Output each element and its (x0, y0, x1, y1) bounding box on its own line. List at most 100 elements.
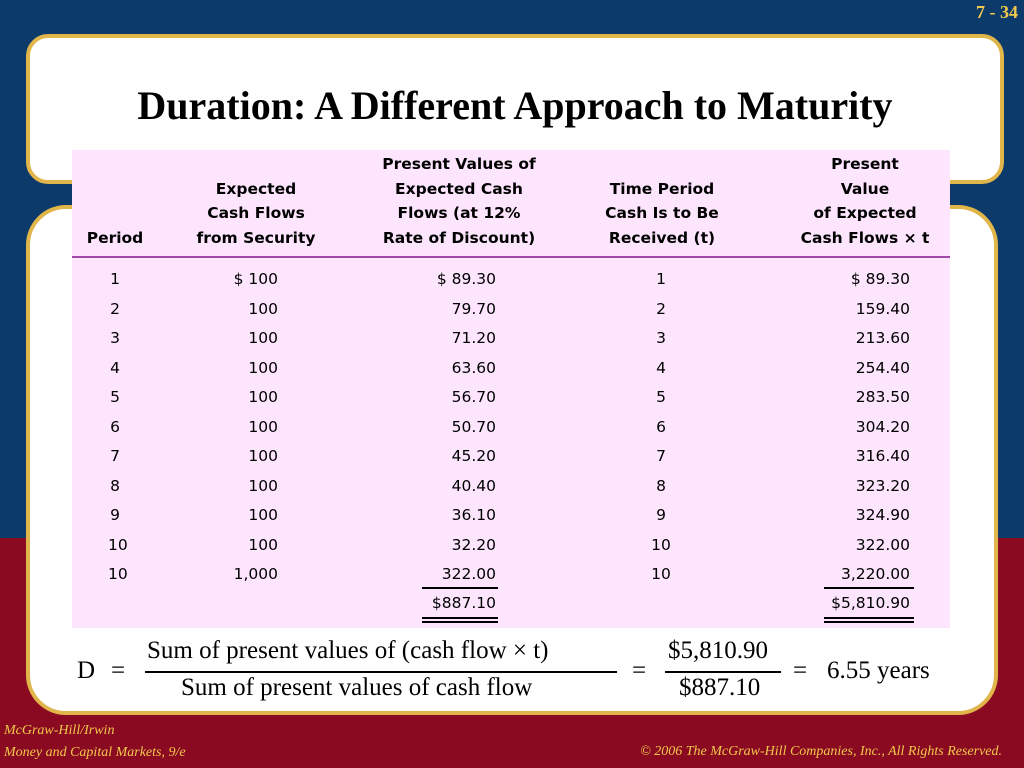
cell-present-value: 36.10 (451, 506, 496, 524)
double-underline-pv (422, 617, 498, 623)
formula-equals: = (632, 657, 647, 684)
header-line: Expected Cash (395, 179, 523, 198)
cell-pv-times-t: $ 89.30 (850, 270, 910, 288)
table-row: 5 100 56.70 5 283.50 (72, 383, 950, 412)
cell-present-value: 32.20 (451, 535, 496, 554)
formula-denominator: Sum of present values of cash flow (181, 674, 533, 701)
cell-cash-flow: 100 (248, 299, 278, 318)
header-pv-times-t: Present Value of Expected Cash Flows × t (790, 152, 940, 250)
cell-pv-times-t: 316.40 (855, 447, 910, 465)
formula-lhs: D (77, 657, 96, 684)
cell-pv-times-t: 322.00 (855, 535, 910, 554)
header-line: Cash Is to Be (605, 204, 719, 222)
cell-time-period: 4 (656, 358, 666, 377)
cell-pv-times-t: 3,220.00 (840, 565, 910, 583)
totals-row: $887.10 $5,810.90 (72, 589, 950, 618)
header-line: Period (86, 228, 144, 247)
header-line: Received (t) (608, 228, 716, 247)
table-header: Period Expected Cash Flows from Security… (72, 150, 950, 258)
footer-publisher-block: McGraw-Hill/Irwin Money and Capital Mark… (4, 720, 186, 764)
cell-time-period: 7 (656, 447, 666, 465)
cell-period: 10 (108, 565, 128, 583)
formula-denominator-value: $887.10 (679, 674, 761, 701)
cell-period: 7 (110, 447, 120, 465)
cell-time-period: 10 (651, 535, 671, 554)
cell-cash-flow: $ 100 (233, 270, 278, 288)
footer-book: Money and Capital Markets, 9/e (4, 745, 186, 760)
cell-present-value: 56.70 (451, 388, 496, 406)
table-row: 10 1,000 322.00 10 3,220.00 (72, 560, 950, 589)
cell-period: 5 (110, 388, 120, 406)
table-row: 6 100 50.70 6 304.20 (72, 413, 950, 442)
total-present-value: $887.10 (431, 594, 496, 612)
cell-period: 1 (110, 270, 120, 288)
cell-pv-times-t: 213.60 (855, 329, 910, 347)
cell-present-value: 71.20 (451, 329, 496, 347)
footer-copyright: © 2006 The McGraw-Hill Companies, Inc., … (640, 744, 1002, 759)
cell-time-period: 1 (656, 270, 666, 288)
cell-present-value: 45.20 (451, 447, 496, 465)
header-line: Present Values of (382, 155, 536, 173)
fraction-bar (665, 671, 781, 673)
cell-present-value: 50.70 (451, 417, 496, 436)
formula-numerator-value: $5,810.90 (668, 637, 768, 664)
header-line: Rate of Discount) (382, 228, 536, 247)
cell-cash-flow: 100 (248, 535, 278, 554)
formula-equals: = (793, 657, 808, 684)
header-line: Expected (215, 179, 297, 198)
cell-time-period: 10 (651, 565, 671, 583)
header-line: Time Period (609, 179, 715, 198)
header-line: Cash Flows (207, 204, 305, 222)
header-line: of Expected (813, 204, 917, 222)
cell-time-period: 5 (656, 388, 666, 406)
cell-pv-times-t: 254.40 (855, 358, 910, 377)
header-line: from Security (196, 228, 316, 247)
cell-time-period: 3 (656, 329, 666, 347)
header-line: Flows (at 12% (397, 204, 521, 222)
header-time-period: Time Period Cash Is to Be Received (t) (592, 177, 732, 251)
fraction-bar (145, 671, 617, 673)
cell-period: 10 (108, 535, 128, 554)
duration-table: Period Expected Cash Flows from Security… (72, 150, 950, 628)
header-line: Cash Flows × t (800, 228, 930, 247)
cell-present-value: 79.70 (451, 299, 496, 318)
cell-cash-flow: 1,000 (233, 565, 278, 583)
cell-present-value: 63.60 (451, 358, 496, 377)
cell-pv-times-t: 283.50 (855, 388, 910, 406)
cell-cash-flow: 100 (248, 476, 278, 495)
table-row: 2 100 79.70 2 159.40 (72, 295, 950, 324)
table-row: 1 $ 100 $ 89.30 1 $ 89.30 (72, 265, 950, 294)
cell-present-value: $ 89.30 (436, 270, 496, 288)
table-row: 7 100 45.20 7 316.40 (72, 442, 950, 471)
header-line: Present (831, 155, 899, 173)
cell-period: 8 (110, 476, 120, 495)
cell-pv-times-t: 323.20 (855, 476, 910, 495)
slide-number: 7 - 34 (976, 2, 1018, 22)
cell-cash-flow: 100 (248, 506, 278, 524)
cell-present-value: 40.40 (451, 476, 496, 495)
cell-cash-flow: 100 (248, 447, 278, 465)
cell-cash-flow: 100 (248, 417, 278, 436)
header-line: Value (840, 179, 890, 198)
footer-publisher: McGraw-Hill/Irwin (4, 723, 115, 738)
header-period: Period (84, 226, 146, 251)
cell-pv-times-t: 304.20 (855, 417, 910, 436)
total-pv-times-t: $5,810.90 (831, 594, 910, 612)
cell-period: 6 (110, 417, 120, 436)
cell-time-period: 8 (656, 476, 666, 495)
table-row: 3 100 71.20 3 213.60 (72, 324, 950, 353)
formula-equals: = (111, 657, 126, 684)
formula-result: 6.55 years (827, 657, 930, 684)
table-row: 4 100 63.60 4 254.40 (72, 354, 950, 383)
sum-underline-pvt (824, 587, 914, 589)
header-present-value: Present Values of Expected Cash Flows (a… (370, 152, 548, 250)
table-row: 9 100 36.10 9 324.90 (72, 501, 950, 530)
cell-cash-flow: 100 (248, 358, 278, 377)
duration-formula: D = Sum of present values of (cash flow … (77, 636, 957, 710)
cell-period: 9 (110, 506, 120, 524)
cell-pv-times-t: 324.90 (855, 506, 910, 524)
cell-time-period: 2 (656, 299, 666, 318)
table-row: 10 100 32.20 10 322.00 (72, 531, 950, 560)
slide-title: Duration: A Different Approach to Maturi… (137, 83, 893, 128)
cell-time-period: 6 (656, 417, 666, 436)
